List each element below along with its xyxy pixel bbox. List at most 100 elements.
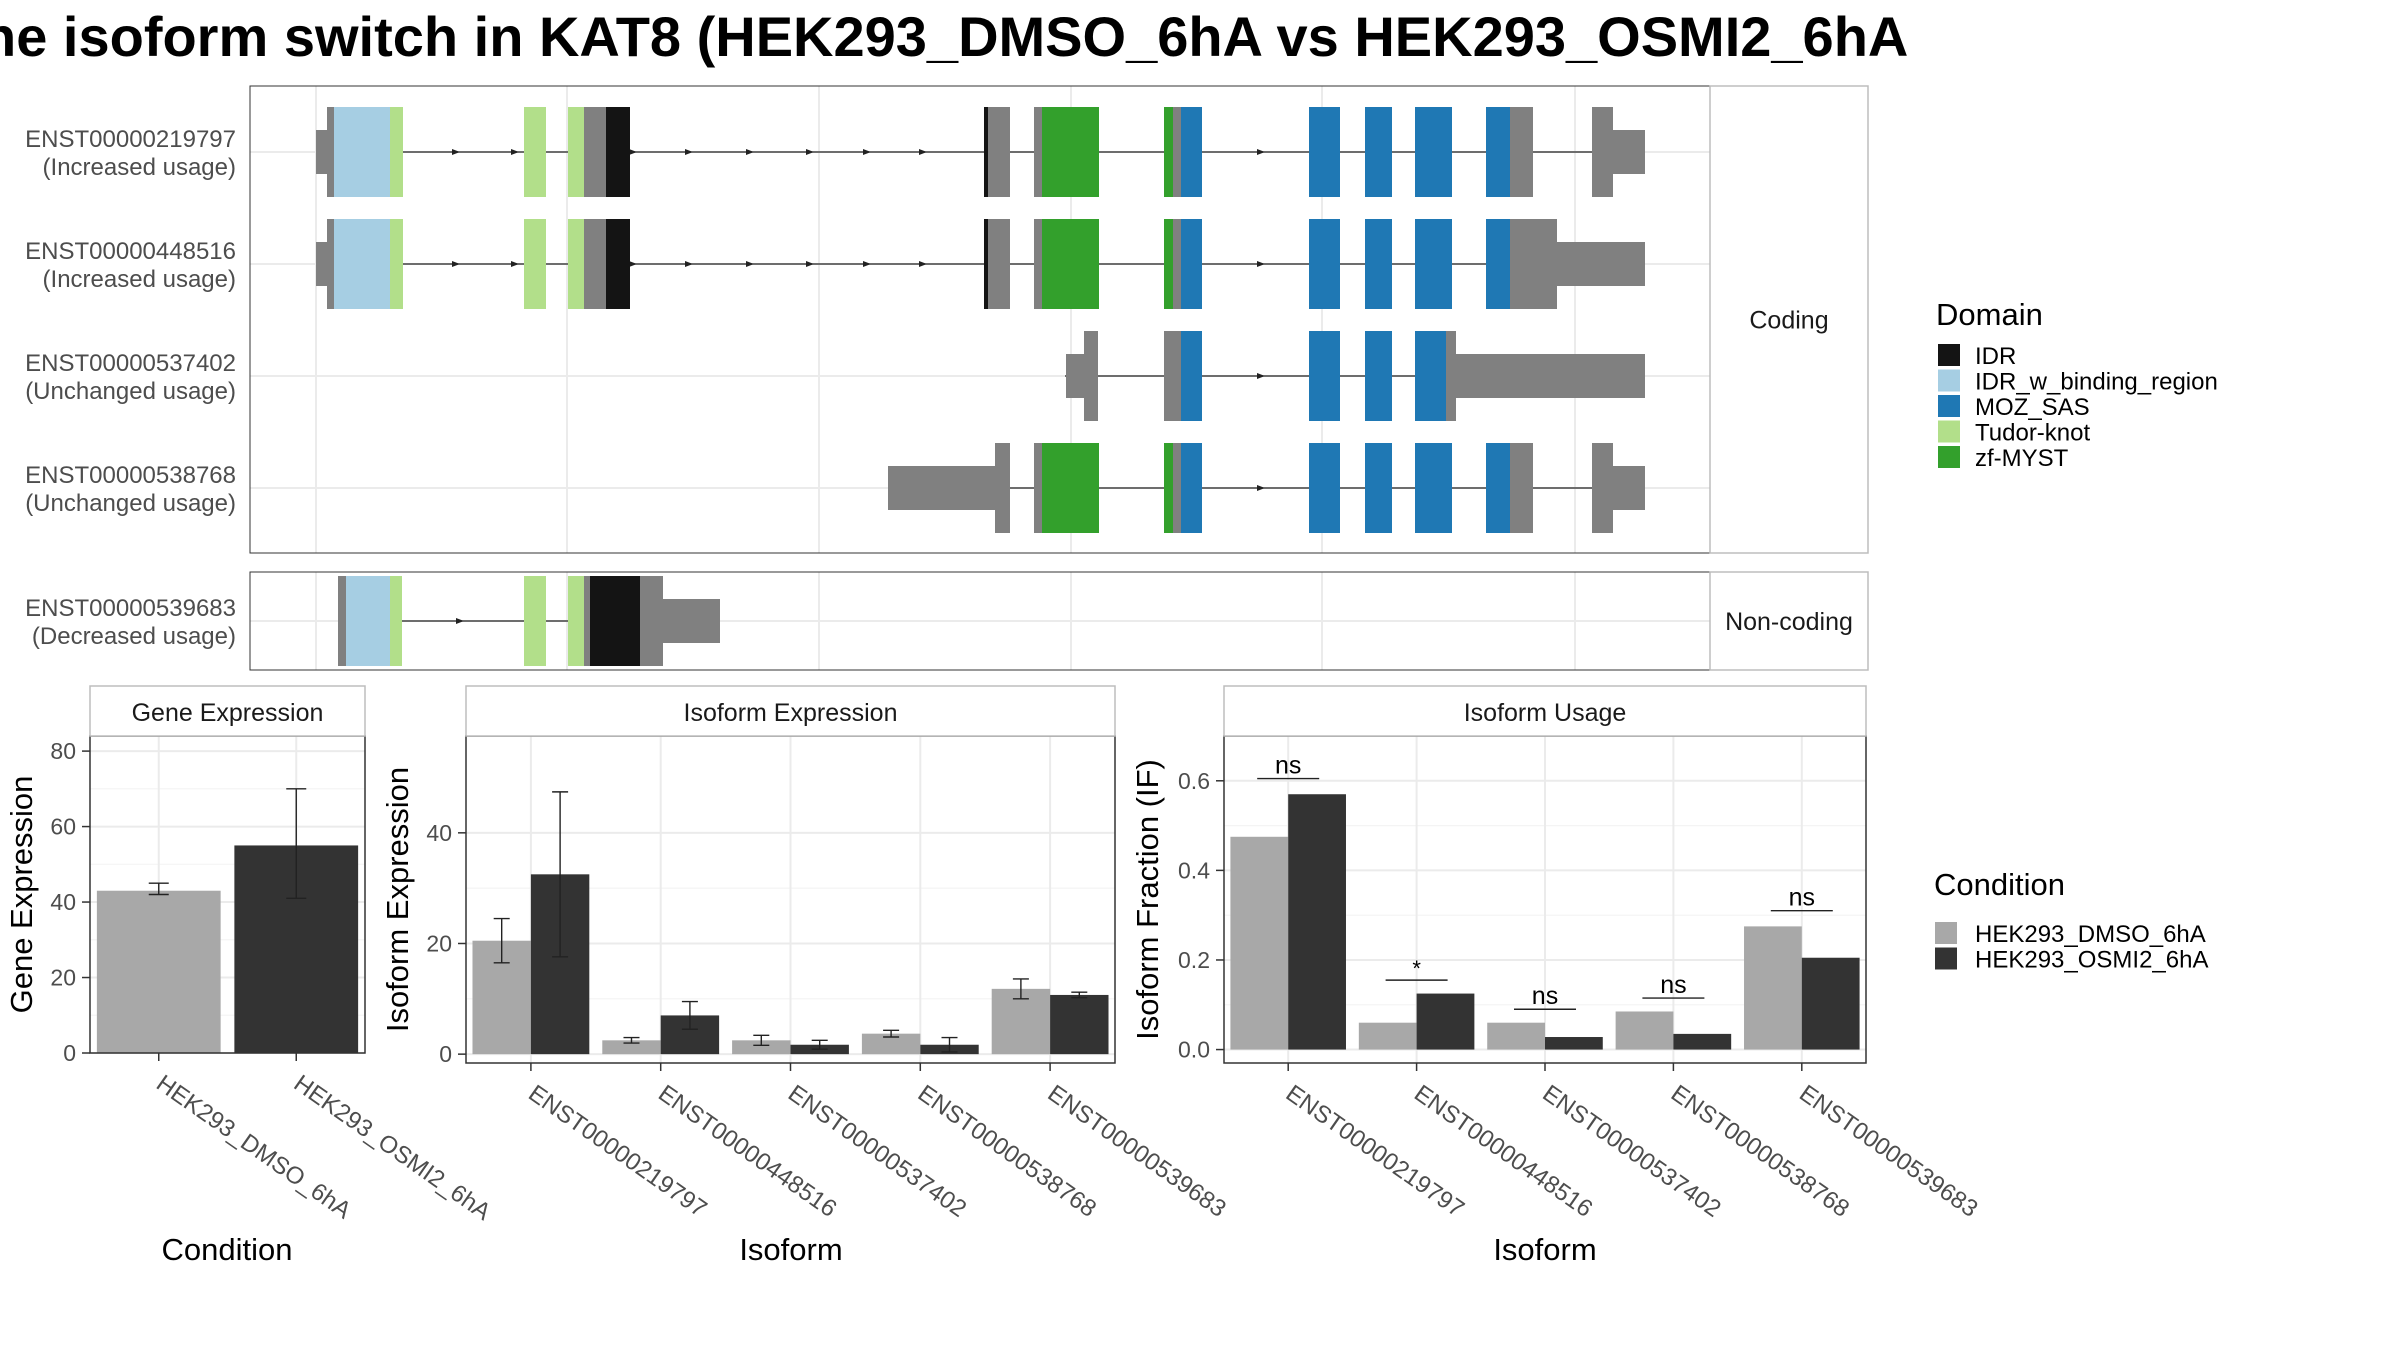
transcript-model-ENST00000537402 bbox=[1065, 331, 1645, 421]
exon-utr bbox=[338, 576, 346, 666]
exon-utr bbox=[988, 107, 1010, 197]
exon-utr bbox=[1164, 331, 1173, 421]
x-axis-title: Isoform bbox=[739, 1232, 842, 1267]
bar-HEK293_OSMI2_6hA-ENST00000538768 bbox=[1673, 1033, 1732, 1050]
y-tick-label: 0.0 bbox=[1178, 1037, 1210, 1063]
transcript-id-label: ENST00000448516 bbox=[25, 238, 236, 265]
y-tick-label: 20 bbox=[426, 930, 452, 956]
exon-IDR bbox=[984, 107, 988, 197]
intron-arrow-icon bbox=[919, 261, 927, 267]
condition-legend-swatch-HEK293_OSMI2_6hA bbox=[1935, 947, 1957, 970]
coding-strip bbox=[1709, 85, 1869, 554]
condition-legend-label: HEK293_OSMI2_6hA bbox=[1975, 947, 2208, 974]
bar-HEK293_DMSO_6hA-ENST00000538768 bbox=[1615, 1011, 1674, 1050]
domain-legend-swatch-IDR bbox=[1938, 344, 1960, 366]
chart-title: Isoform Expression bbox=[684, 699, 898, 727]
exon-utr bbox=[584, 576, 590, 666]
exon-MOZ_SAS bbox=[1486, 219, 1510, 309]
exon-IDR bbox=[606, 107, 630, 197]
exon-Tudor-knot bbox=[390, 576, 402, 666]
intron-arrow-icon bbox=[685, 261, 693, 267]
transcript-usage-label: (Unchanged usage) bbox=[25, 490, 236, 517]
domain-legend-swatch-MOZ_SAS bbox=[1938, 395, 1960, 417]
transcript-id-label: ENST00000537402 bbox=[25, 350, 236, 377]
exon-utr bbox=[1592, 443, 1613, 533]
significance-label: ns bbox=[1532, 982, 1558, 1010]
intron-arrow-icon bbox=[806, 149, 814, 155]
exon-MOZ_SAS bbox=[1415, 219, 1452, 309]
exon-MOZ_SAS bbox=[1309, 107, 1340, 197]
y-tick-label: 0.2 bbox=[1178, 947, 1210, 973]
exon-Tudor-knot bbox=[390, 107, 403, 197]
exon-MOZ_SAS bbox=[1365, 331, 1392, 421]
domain-legend-label: zf-MYST bbox=[1975, 445, 2069, 472]
exon-IDR_w_binding_region bbox=[334, 107, 390, 197]
bar-HEK293_DMSO_6hA-ENST00000539683 bbox=[1744, 926, 1802, 1050]
y-tick-label: 0.4 bbox=[1178, 857, 1210, 883]
x-axis-title: Condition bbox=[162, 1232, 293, 1267]
bar-HEK293_DMSO_6hA bbox=[96, 890, 221, 1053]
intron-arrow-icon bbox=[511, 261, 519, 267]
transcript-id-label: ENST00000538768 bbox=[25, 462, 236, 489]
chart-title: Isoform Usage bbox=[1464, 699, 1627, 727]
exon-Tudor-knot bbox=[390, 219, 403, 309]
bar-HEK293_DMSO_6hA-ENST00000448516 bbox=[1358, 1022, 1417, 1050]
exon-MOZ_SAS bbox=[1309, 443, 1340, 533]
exon-MOZ_SAS bbox=[1181, 219, 1202, 309]
exon-utr bbox=[1510, 107, 1533, 197]
transcript-model-ENST00000219797 bbox=[316, 107, 1645, 197]
exon-utr bbox=[995, 443, 1010, 533]
exon-IDR_w_binding_region bbox=[334, 219, 390, 309]
y-tick-label: 0 bbox=[63, 1040, 76, 1066]
exon-utr bbox=[640, 576, 663, 666]
transcript-usage-label: (Unchanged usage) bbox=[25, 378, 236, 405]
exon-MOZ_SAS bbox=[1365, 443, 1392, 533]
intron-arrow-icon bbox=[746, 149, 754, 155]
domain-legend-label: IDR_w_binding_region bbox=[1975, 369, 2218, 396]
intron-arrow-icon bbox=[863, 261, 871, 267]
exon-utr bbox=[584, 107, 606, 197]
utr-exon bbox=[1456, 354, 1645, 398]
chart-gene-expression: Gene Expression020406080HEK293_DMSO_6hAH… bbox=[4, 685, 496, 1267]
exon-MOZ_SAS bbox=[1415, 443, 1452, 533]
chart-strip bbox=[1223, 685, 1867, 737]
bar-HEK293_OSMI2_6hA-ENST00000537402 bbox=[1545, 1037, 1603, 1050]
y-tick-label: 0.6 bbox=[1178, 768, 1210, 794]
transcript-id-label: ENST00000219797 bbox=[25, 126, 236, 153]
figure-title: he isoform switch in KAT8 (HEK293_DMSO_6… bbox=[0, 5, 1909, 68]
exon-MOZ_SAS bbox=[1365, 219, 1392, 309]
y-tick-label: 20 bbox=[50, 965, 76, 991]
y-tick-label: 40 bbox=[50, 889, 76, 915]
exon-MOZ_SAS bbox=[1415, 331, 1446, 421]
intron-arrow-icon bbox=[452, 149, 460, 155]
exon-zf-MYST bbox=[1164, 443, 1173, 533]
exon-zf-MYST bbox=[1042, 107, 1099, 197]
exon-Tudor-knot bbox=[568, 107, 584, 197]
noncoding-strip bbox=[1709, 571, 1869, 671]
exon-utr bbox=[327, 219, 334, 309]
chart-isoform-expression: Isoform Expression02040ENST00000219797EN… bbox=[380, 685, 1231, 1267]
utr-exon bbox=[1557, 242, 1645, 286]
exon-utr bbox=[1173, 331, 1181, 421]
noncoding-strip-label: Non-coding bbox=[1725, 608, 1853, 636]
exon-utr bbox=[1173, 219, 1181, 309]
exon-MOZ_SAS bbox=[1181, 331, 1202, 421]
exon-utr bbox=[1084, 331, 1098, 421]
exon-utr bbox=[1034, 107, 1042, 197]
exon-zf-MYST bbox=[1164, 107, 1173, 197]
exon-utr bbox=[1510, 219, 1557, 309]
intron-arrow-icon bbox=[685, 149, 693, 155]
domain-legend-title: Domain bbox=[1936, 297, 2043, 332]
condition-legend-swatch-HEK293_DMSO_6hA bbox=[1935, 922, 1957, 944]
chart-title: Gene Expression bbox=[132, 699, 324, 727]
coding-strip-label: Coding bbox=[1749, 307, 1828, 335]
exon-utr bbox=[1173, 107, 1181, 197]
intron-arrow-icon bbox=[629, 261, 637, 267]
exon-Tudor-knot bbox=[568, 219, 584, 309]
exon-Tudor-knot bbox=[524, 107, 546, 197]
intron-arrow-icon bbox=[746, 261, 754, 267]
y-tick-label: 40 bbox=[426, 820, 452, 846]
transcript-usage-label: (Decreased usage) bbox=[32, 623, 236, 650]
intron-arrow-icon bbox=[863, 149, 871, 155]
